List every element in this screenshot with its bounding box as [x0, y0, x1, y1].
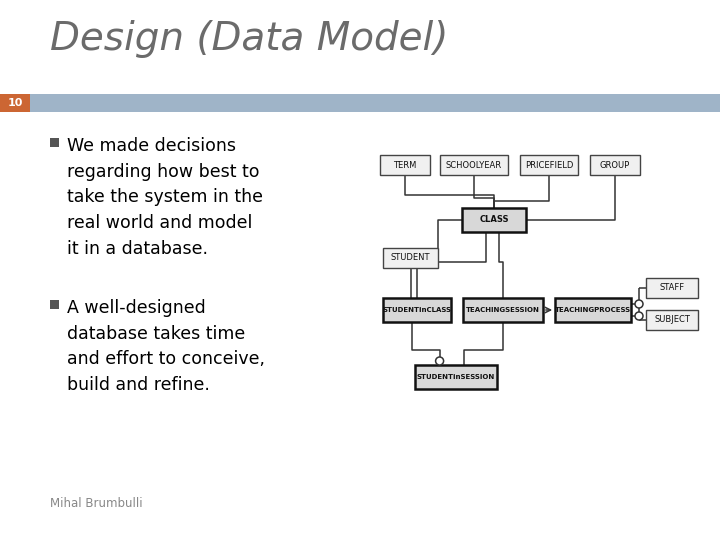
Bar — [555, 298, 631, 322]
Text: A well-designed
database takes time
and effort to conceive,
build and refine.: A well-designed database takes time and … — [67, 299, 265, 394]
Bar — [463, 298, 543, 322]
Bar — [646, 278, 698, 298]
Text: STUDENT: STUDENT — [391, 253, 431, 262]
Bar — [380, 155, 430, 175]
Bar — [383, 298, 451, 322]
Bar — [646, 310, 698, 330]
Bar — [520, 155, 578, 175]
Bar — [590, 155, 640, 175]
Bar — [383, 248, 438, 268]
Text: Mihal Brumbulli: Mihal Brumbulli — [50, 497, 143, 510]
Text: We made decisions
regarding how best to
take the system in the
real world and mo: We made decisions regarding how best to … — [67, 137, 263, 258]
Bar — [0, 94, 720, 112]
Bar — [0, 94, 30, 112]
Text: STAFF: STAFF — [660, 284, 685, 293]
Text: GROUP: GROUP — [600, 160, 630, 170]
Text: STUDENTinCLASS: STUDENTinCLASS — [382, 307, 451, 313]
Text: PRICEFIELD: PRICEFIELD — [525, 160, 573, 170]
Text: TEACHINGPROCESS: TEACHINGPROCESS — [555, 307, 631, 313]
Bar — [440, 155, 508, 175]
Text: STUDENTinSESSION: STUDENTinSESSION — [417, 374, 495, 380]
Circle shape — [635, 300, 643, 308]
Circle shape — [436, 357, 444, 365]
Bar — [50, 300, 59, 309]
Text: CLASS: CLASS — [480, 215, 509, 225]
Bar — [50, 138, 59, 147]
Text: TEACHINGSESSION: TEACHINGSESSION — [466, 307, 540, 313]
Text: 10: 10 — [7, 98, 23, 108]
Bar — [462, 208, 526, 232]
Circle shape — [635, 312, 643, 320]
Bar — [415, 365, 497, 389]
Text: SCHOOLYEAR: SCHOOLYEAR — [446, 160, 502, 170]
Text: Design (Data Model): Design (Data Model) — [50, 20, 449, 58]
Text: TERM: TERM — [393, 160, 417, 170]
Text: SUBJECT: SUBJECT — [654, 315, 690, 325]
